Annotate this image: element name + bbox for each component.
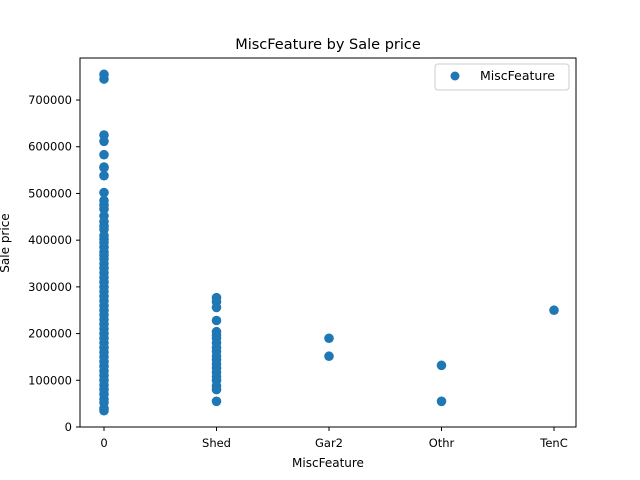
data-point <box>99 405 109 416</box>
chart-title: MiscFeature by Sale price <box>235 37 421 53</box>
data-point <box>324 351 334 362</box>
data-point <box>99 162 109 173</box>
data-point <box>99 170 109 181</box>
data-point <box>436 360 447 371</box>
data-point <box>99 149 109 160</box>
data-point <box>99 204 109 214</box>
y-axis: 0 100000 200000 300000 400000 500000 600000 700… <box>28 93 80 434</box>
legend: MiscFeature <box>434 63 570 91</box>
y-tick-label: 0 <box>65 420 72 434</box>
y-axis-label: Sale price <box>0 213 12 272</box>
axes-frame <box>79 57 577 428</box>
x-tick-label: Othr <box>429 436 455 450</box>
y-tick-label: 600000 <box>28 140 72 154</box>
data-point <box>99 74 109 84</box>
legend-box <box>434 63 570 91</box>
data-point <box>211 302 222 313</box>
legend-marker <box>450 71 460 81</box>
legend-label: MiscFeature <box>480 68 555 83</box>
y-tick-label: 500000 <box>28 186 72 200</box>
data-point <box>99 187 109 198</box>
plot-area <box>99 69 559 416</box>
x-tick-label: Gar2 <box>315 436 343 450</box>
x-axis: 0 Shed Gar2 Othr TenC <box>100 427 568 450</box>
data-point <box>99 136 109 147</box>
data-point <box>549 305 559 316</box>
data-point <box>324 333 334 344</box>
y-tick-label: 700000 <box>28 93 72 107</box>
data-point <box>436 396 447 407</box>
data-point <box>211 315 222 326</box>
y-tick-label: 200000 <box>28 327 72 341</box>
y-tick-label: 300000 <box>28 280 72 294</box>
x-tick-label: Shed <box>202 436 231 450</box>
data-point <box>211 384 222 395</box>
y-tick-label: 400000 <box>28 233 72 247</box>
x-tick-label: 0 <box>100 436 107 450</box>
y-tick-label: 100000 <box>28 373 72 387</box>
x-tick-label: TenC <box>539 436 567 450</box>
data-point <box>211 396 222 407</box>
x-axis-label: MiscFeature <box>292 456 364 470</box>
